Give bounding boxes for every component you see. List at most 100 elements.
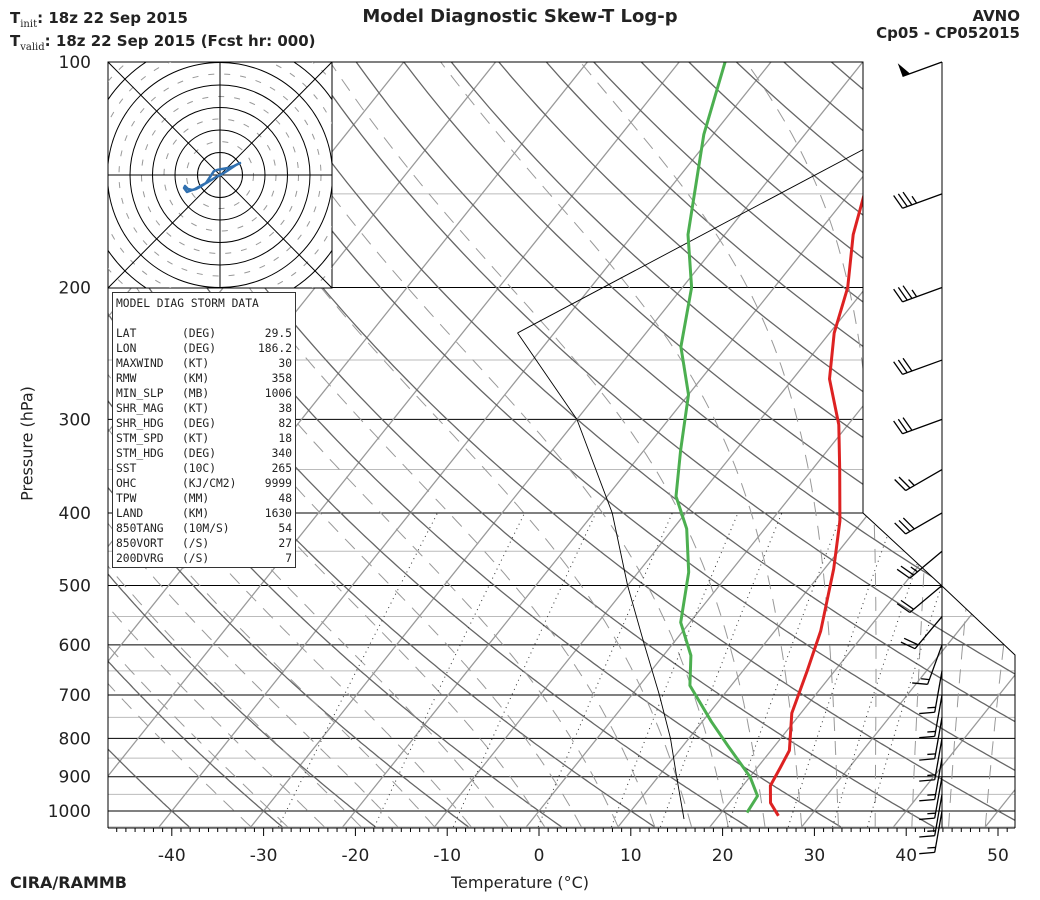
x-tick-label: 30: [804, 846, 826, 866]
diag-row: SST (10C) 265: [113, 461, 295, 476]
isotherm: [250, 62, 864, 828]
diag-key: TPW: [116, 492, 137, 505]
diag-key: SST: [116, 462, 137, 475]
hodograph: [107, 61, 333, 289]
moist-adiabat: [329, 62, 766, 827]
diag-key: STM_HDG: [116, 447, 164, 460]
wind-barb: [919, 758, 943, 802]
moist-adiabat: [579, 62, 839, 827]
dry-adiabat: [450, 62, 1015, 828]
dry-adiabat: [108, 62, 562, 828]
model-name: AVNO: [972, 7, 1020, 25]
mixing-ratio-line: [537, 512, 673, 828]
dry-adiabat: [403, 62, 1015, 828]
wind-barb: [919, 694, 943, 739]
diag-unit: (KJ/CM2): [182, 477, 237, 490]
series-temperature: [768, 62, 892, 817]
moist-adiabat: [108, 279, 288, 828]
diag-row: LAT (DEG) 29.5: [113, 326, 295, 341]
diag-unit: (DEG): [182, 447, 217, 460]
dry-adiabat: [213, 62, 1015, 828]
mixing-ratio-line: [727, 512, 843, 828]
wind-barb: [919, 794, 943, 838]
diag-unit: (DEG): [182, 342, 217, 355]
diag-value: 358: [271, 372, 292, 385]
wind-barb: [919, 717, 943, 761]
moist-adiabat: [984, 62, 1015, 827]
diag-unit: (KT): [182, 402, 210, 415]
wind-barb: [919, 738, 943, 782]
isotherm: [525, 62, 1015, 828]
moist-adiabat: [241, 62, 729, 828]
x-tick-label: 10: [620, 846, 642, 866]
diag-value: 54: [278, 522, 292, 535]
diag-row: LAND (KM) 1630: [113, 506, 295, 521]
diag-row: STM_HDG (DEG) 340: [113, 446, 295, 461]
wind-barb: [893, 285, 943, 303]
dry-adiabat: [108, 62, 469, 828]
moist-adiabat: [108, 214, 399, 828]
wind-barb: [912, 644, 943, 685]
diag-row: OHC (KJ/CM2) 9999: [113, 476, 295, 491]
diag-panel-title: MODEL DIAG STORM DATA: [116, 297, 259, 310]
dry-adiabat: [735, 62, 1015, 828]
diag-key: LAND: [116, 507, 144, 520]
mixing-ratio-line: [373, 512, 526, 828]
diag-key: OHC: [116, 477, 137, 490]
diag-unit: (KM): [182, 372, 210, 385]
diag-value: 265: [271, 462, 292, 475]
diag-row: 850VORT (/S) 27: [113, 536, 295, 551]
dry-adiabat: [498, 62, 1015, 828]
dry-adiabat: [355, 62, 1015, 828]
diag-row: MAXWIND (KT) 30: [113, 356, 295, 371]
diag-unit: (DEG): [182, 417, 217, 430]
mixing-ratio-line: [452, 512, 597, 828]
diag-unit: (/S): [182, 537, 210, 550]
x-tick-label: -20: [342, 846, 370, 866]
diag-unit: (MB): [182, 387, 210, 400]
y-tick-label: 900: [59, 768, 91, 788]
diag-row: TPW (MM) 48: [113, 491, 295, 506]
y-axis-label: Pressure (hPa): [17, 386, 37, 501]
hodograph-trace: [182, 161, 242, 194]
diag-row: 850TANG (10M/S) 54: [113, 521, 295, 536]
isotherm: [433, 62, 1015, 828]
wind-barb: [919, 810, 943, 855]
moist-adiabat: [108, 77, 582, 828]
x-tick-label: -40: [158, 846, 186, 866]
x-tick-label: -30: [250, 846, 278, 866]
parcel-upper: [517, 62, 1015, 334]
diag-value: 82: [278, 417, 292, 430]
wind-barb: [894, 468, 943, 492]
moist-adiabat: [169, 62, 692, 828]
dry-adiabat: [308, 62, 1015, 828]
diag-row: 200DVRG (/S) 7: [113, 551, 295, 566]
credit-label: CIRA/RAMMB: [10, 873, 127, 892]
diag-unit: (KM): [182, 507, 210, 520]
mixing-ratio-line: [832, 512, 936, 828]
isotherm: [108, 62, 680, 828]
x-tick-label: 40: [895, 846, 917, 866]
diag-row: RMW (KM) 358: [113, 371, 295, 386]
dry-adiabat: [108, 62, 376, 828]
mixing-ratio-line: [278, 512, 438, 828]
dry-adiabat: [108, 62, 283, 828]
y-tick-label: 400: [59, 504, 91, 524]
wind-barb: [893, 417, 943, 435]
dry-adiabat: [1022, 62, 1040, 827]
diag-key: 850TANG: [116, 522, 164, 535]
diag-key: STM_SPD: [116, 432, 164, 445]
y-tick-label: 200: [59, 278, 91, 298]
diag-key: 200DVRG: [116, 552, 164, 565]
wind-barb: [893, 357, 943, 376]
wind-barb: [900, 616, 943, 650]
diag-row: MIN_SLP (MB) 1006: [113, 386, 295, 401]
series-dewpoint: [674, 62, 759, 814]
diag-value: 18: [278, 432, 292, 445]
x-tick-label: 50: [987, 846, 1009, 866]
valid-time: Tvalid: 18z 22 Sep 2015 (Fcst hr: 000): [10, 32, 316, 53]
diag-unit: (10M/S): [182, 522, 230, 535]
y-tick-label: 100: [59, 53, 91, 73]
diag-value: 1630: [264, 507, 292, 520]
diag-unit: (KT): [182, 357, 210, 370]
